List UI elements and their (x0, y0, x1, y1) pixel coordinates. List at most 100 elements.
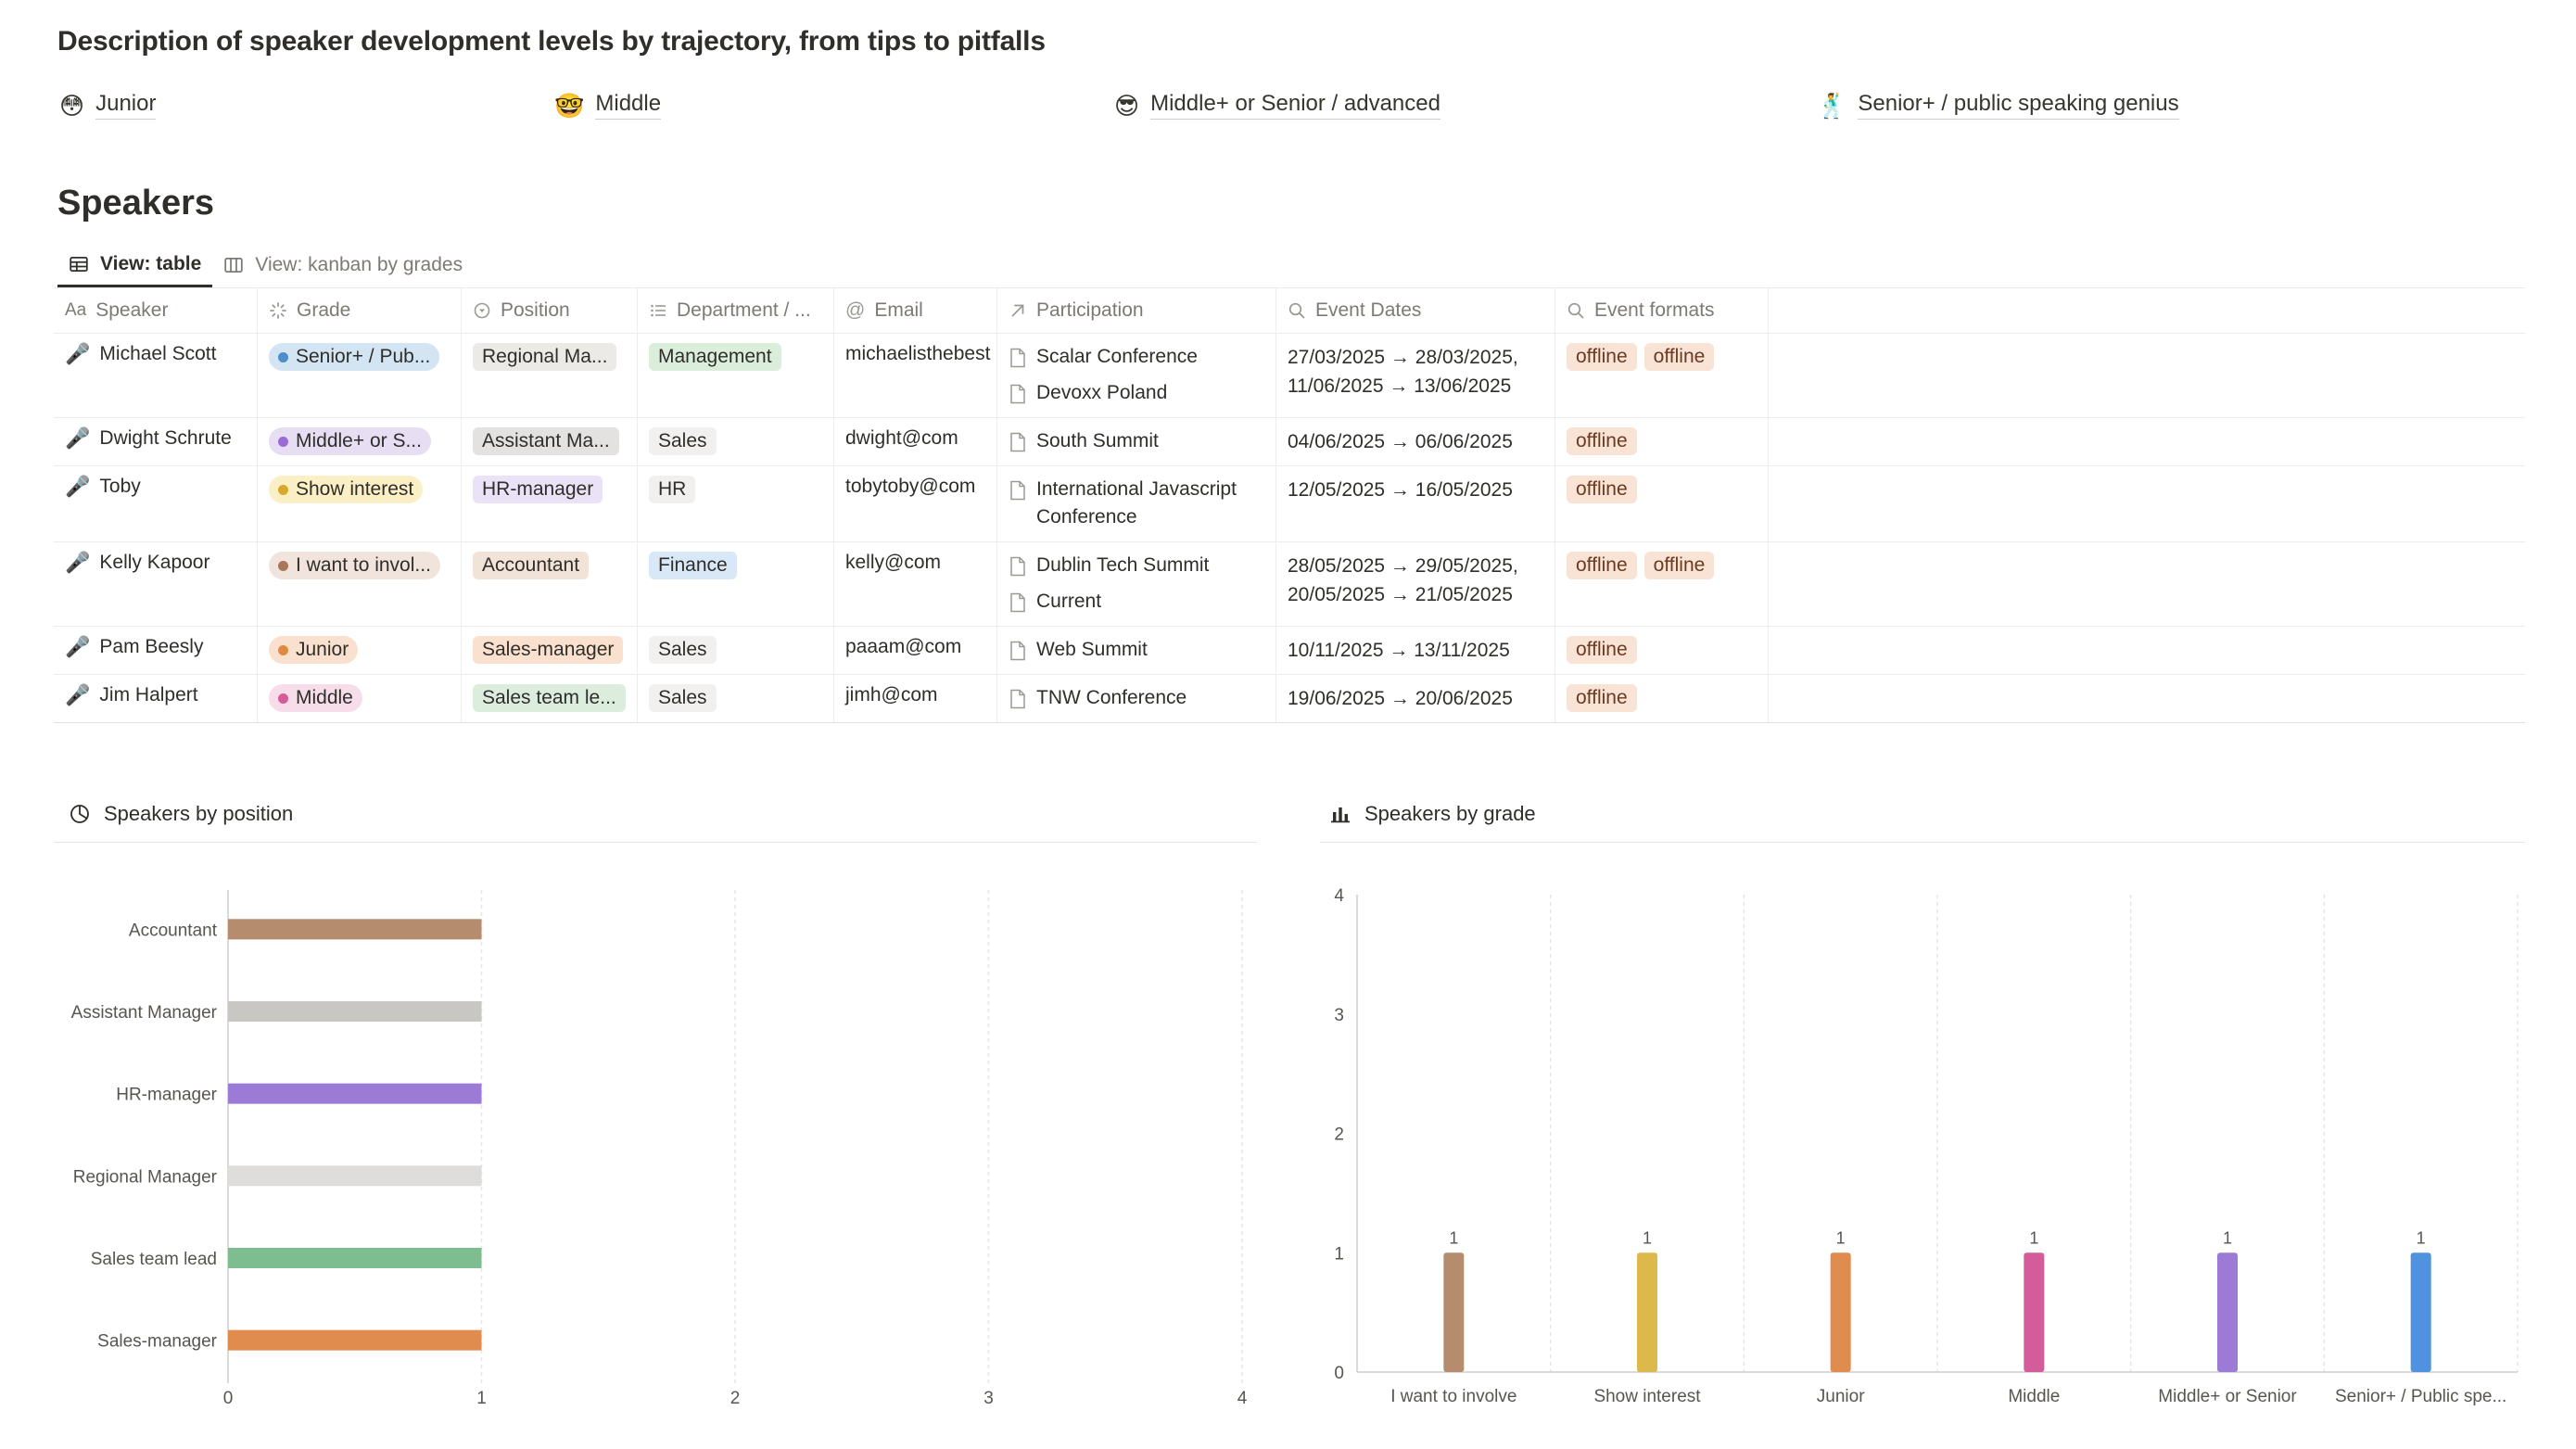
event-dates-cell[interactable]: 10/11/2025 → 13/11/2025 (1276, 627, 1555, 674)
table-row[interactable]: 🎤 Pam Beesly Junior Sales-manager Sales paaam… (54, 627, 2525, 675)
tab-table-view[interactable]: View: table (57, 243, 213, 287)
table-row[interactable]: 🎤 Kelly Kapoor I want to invol... Accountan… (54, 542, 2525, 627)
page-icon (1010, 592, 1025, 613)
department-tag: Sales (649, 427, 717, 455)
participation-link[interactable]: Devoxx Poland (1009, 379, 1264, 408)
level-link-middle[interactable]: 🤓 Middle (554, 91, 662, 120)
chart-title-position: Speakers by position (69, 802, 293, 826)
participation-link[interactable]: Web Summit (1009, 636, 1264, 665)
speaker-cell[interactable]: 🎤 Pam Beesly (54, 627, 258, 674)
speaker-cell[interactable]: 🎤 Kelly Kapoor (54, 542, 258, 626)
department-cell[interactable]: Sales (638, 675, 834, 722)
position-cell[interactable]: Regional Ma... (462, 334, 638, 417)
grade-cell[interactable]: Senior+ / Pub... (258, 334, 462, 417)
column-header-label: Event Dates (1315, 299, 1422, 321)
grade-cell[interactable]: Junior (258, 627, 462, 674)
tab-kanban-view[interactable]: View: kanban by grades (212, 243, 474, 287)
grade-dot (278, 484, 288, 495)
column-header-grade[interactable]: Grade (258, 288, 462, 333)
position-cell[interactable]: Sales-manager (462, 627, 638, 674)
dancer-icon: 🕺 (1817, 91, 1847, 120)
bar-chart-icon (1331, 807, 1350, 823)
column-header-event-formats[interactable]: Event formats (1555, 288, 1769, 333)
participation-cell[interactable]: International Javascript Conference (997, 466, 1276, 541)
email-cell[interactable]: dwight@com (834, 418, 997, 465)
column-header-participation[interactable]: Participation (997, 288, 1276, 333)
grade-dot (278, 644, 288, 655)
participation-cell[interactable]: South Summit (997, 418, 1276, 465)
category-label: HR-manager (116, 1086, 217, 1105)
at-icon: @ (845, 299, 866, 321)
email-cell[interactable]: paaam@com (834, 627, 997, 674)
department-cell[interactable]: Finance (638, 542, 834, 626)
event-dates-cell[interactable]: 27/03/2025 → 28/03/2025, 11/06/2025 → 13… (1276, 334, 1555, 417)
grade-label: I want to invol... (296, 554, 431, 576)
table-row[interactable]: 🎤 Michael Scott Senior+ / Pub... Regional M… (54, 334, 2525, 418)
email-cell[interactable]: tobytoby@com (834, 466, 997, 541)
speaker-cell[interactable]: 🎤 Toby (54, 466, 258, 541)
speaker-cell[interactable]: 🎤 Michael Scott (54, 334, 258, 417)
position-cell[interactable]: Accountant (462, 542, 638, 626)
level-link-junior[interactable]: 😳 Junior (59, 91, 157, 120)
table-row[interactable]: 🎤 Dwight Schrute Middle+ or S... Assistant … (54, 418, 2525, 466)
grade-cell[interactable]: Middle+ or S... (258, 418, 462, 465)
participation-link[interactable]: Scalar Conference (1009, 343, 1264, 372)
participation-cell[interactable]: TNW Conference (997, 675, 1276, 722)
level-link-middle-plus[interactable]: 😎 Middle+ or Senior / advanced (1114, 91, 1440, 120)
table-row[interactable]: 🎤 Jim Halpert Middle Sales team le... Sales j… (54, 675, 2525, 722)
email-cell[interactable]: kelly@com (834, 542, 997, 626)
event-formats-cell[interactable]: offline (1555, 675, 1769, 722)
department-cell[interactable]: Sales (638, 418, 834, 465)
y-tick-label: 2 (1334, 1125, 1344, 1145)
column-header-position[interactable]: Position (462, 288, 638, 333)
category-label: Middle (2008, 1387, 2060, 1406)
position-cell[interactable]: Assistant Ma... (462, 418, 638, 465)
category-label: Show interest (1593, 1387, 1701, 1406)
participation-link[interactable]: Dublin Tech Summit (1009, 552, 1264, 580)
category-label: Accountant (129, 921, 218, 940)
column-header-speaker[interactable]: Aa Speaker (54, 288, 258, 333)
bar (2024, 1252, 2045, 1372)
column-header-department[interactable]: Department / ... (638, 288, 834, 333)
table-row[interactable]: 🎤 Toby Show interest HR-manager HR tobytoby@c… (54, 466, 2525, 542)
department-cell[interactable]: HR (638, 466, 834, 541)
participation-link[interactable]: International Javascript Conference (1009, 476, 1264, 532)
event-formats-cell[interactable]: offline (1555, 466, 1769, 541)
column-header-email[interactable]: @ Email (834, 288, 997, 333)
speaker-cell[interactable]: 🎤 Jim Halpert (54, 675, 258, 722)
participation-link[interactable]: TNW Conference (1009, 684, 1264, 713)
event-dates-cell[interactable]: 28/05/2025 → 29/05/2025, 20/05/2025 → 21… (1276, 542, 1555, 626)
speaker-cell[interactable]: 🎤 Dwight Schrute (54, 418, 258, 465)
grade-cell[interactable]: I want to invol... (258, 542, 462, 626)
event-format-tag: offline (1643, 552, 1715, 579)
x-tick-label: 1 (476, 1389, 487, 1408)
participation-link[interactable]: Current (1009, 588, 1264, 616)
level-label: Middle+ or Senior / advanced (1150, 91, 1440, 120)
participation-cell[interactable]: Dublin Tech Summit Current (997, 542, 1276, 626)
position-cell[interactable]: HR-manager (462, 466, 638, 541)
position-cell[interactable]: Sales team le... (462, 675, 638, 722)
participation-cell[interactable]: Scalar Conference Devoxx Poland (997, 334, 1276, 417)
email-cell[interactable]: michaelisthebest (834, 334, 997, 417)
department-cell[interactable]: Sales (638, 627, 834, 674)
participation-cell[interactable]: Web Summit (997, 627, 1276, 674)
level-label: Junior (95, 91, 157, 120)
event-dates-cell[interactable]: 12/05/2025 → 16/05/2025 (1276, 466, 1555, 541)
event-formats-cell[interactable]: offline offline (1555, 334, 1769, 417)
grade-cell[interactable]: Middle (258, 675, 462, 722)
column-header-event-dates[interactable]: Event Dates (1276, 288, 1555, 333)
bar (2410, 1252, 2431, 1372)
grade-cell[interactable]: Show interest (258, 466, 462, 541)
event-formats-cell[interactable]: offline (1555, 627, 1769, 674)
participation-link[interactable]: South Summit (1009, 427, 1264, 456)
event-dates-cell[interactable]: 04/06/2025 → 06/06/2025 (1276, 418, 1555, 465)
email-cell[interactable]: jimh@com (834, 675, 997, 722)
category-label: I want to involve (1390, 1387, 1516, 1406)
position-tag: Sales-manager (473, 636, 624, 664)
empty-cell (1769, 466, 2525, 541)
event-formats-cell[interactable]: offline offline (1555, 542, 1769, 626)
event-dates-cell[interactable]: 19/06/2025 → 20/06/2025 (1276, 675, 1555, 722)
event-formats-cell[interactable]: offline (1555, 418, 1769, 465)
level-link-senior-plus[interactable]: 🕺 Senior+ / public speaking genius (1817, 91, 2179, 120)
department-cell[interactable]: Management (638, 334, 834, 417)
